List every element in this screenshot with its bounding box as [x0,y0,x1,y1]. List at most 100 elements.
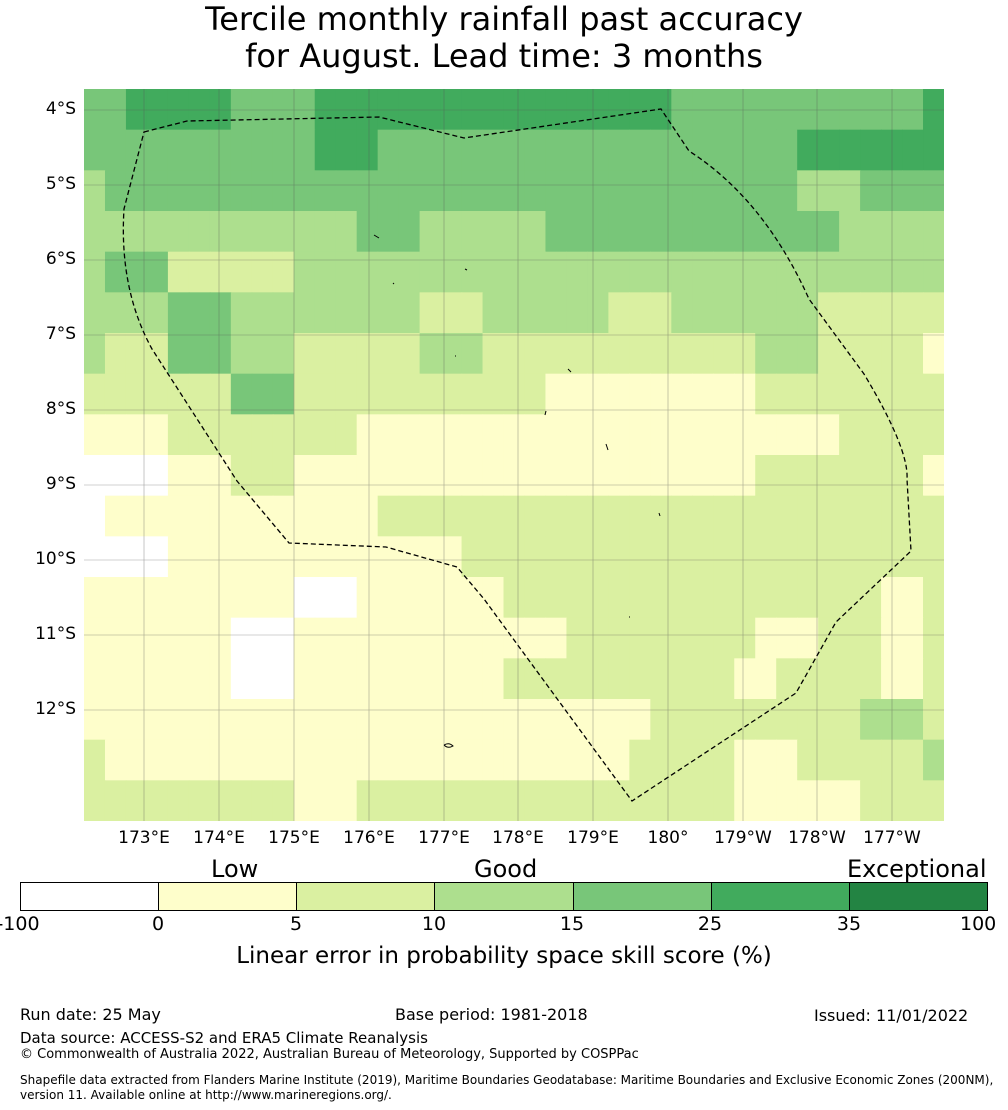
grid-cell [84,536,106,578]
grid-cell [125,780,148,822]
grid-cell [335,89,358,131]
grid-cell [608,617,630,659]
grid-cell [419,211,442,253]
grid-cell [293,780,316,822]
grid-cell [440,780,463,822]
grid-cell [461,495,484,537]
grid-cell [776,455,798,497]
grid-cell [713,251,735,293]
grid-cell [272,658,295,700]
grid-cell [839,739,861,781]
grid-cell [377,414,400,456]
grid-cell [272,780,295,822]
grid-cell [902,536,924,578]
grid-cell [587,577,609,619]
grid-cell [692,129,714,171]
grid-cell [146,739,169,781]
grid-cell [167,414,190,456]
grid-cell [356,129,379,171]
grid-cell [230,658,253,700]
grid-cell [398,617,421,659]
grid-cell [776,495,798,537]
grid-cell [293,455,316,497]
grid-cell [860,211,882,253]
grid-cell [503,617,526,659]
grid-cell [440,251,463,293]
grid-cell [566,699,589,741]
grid-cell [230,699,253,741]
grid-cell [272,211,295,253]
grid-cell [839,333,861,375]
grid-cell [629,780,651,822]
grid-cell [650,455,672,497]
grid-cell [587,739,609,781]
grid-cell [608,455,630,497]
grid-cell [713,211,735,253]
grid-cell [524,739,547,781]
colorbar-tick: 10 [421,913,447,935]
grid-cell [713,129,735,171]
grid-cell [923,455,945,497]
grid-cell [251,170,274,212]
grid-cell [587,170,609,212]
grid-cell [461,211,484,253]
grid-cell [776,414,798,456]
grid-cell [84,780,106,822]
grid-cell [776,170,798,212]
grid-cell [734,536,756,578]
grid-cell [797,211,819,253]
grid-cell [440,414,463,456]
grid-cell [104,455,127,497]
grid-cell [545,658,568,700]
grid-cell [797,577,819,619]
island [567,368,572,373]
grid-cell [356,170,379,212]
colorbar-segment [711,883,850,910]
grid-cell [776,211,798,253]
grid-cell [671,373,693,415]
grid-cell [524,780,547,822]
grid-cell [84,129,106,171]
grid-cell [272,170,295,212]
grid-cell [776,373,798,415]
grid-cell [608,211,630,253]
grid-cell [209,129,232,171]
grid-cell [797,617,819,659]
grid-cell [587,333,609,375]
grid-cell [566,617,589,659]
grid-cell [734,455,756,497]
grid-cell [545,333,568,375]
grid-cell [503,211,526,253]
grid-cell [167,251,190,293]
grid-cell [755,739,777,781]
grid-cell [209,617,232,659]
grid-cell [272,699,295,741]
grid-cell [629,89,651,131]
grid-cell [734,495,756,537]
longitude-label: 177°W [863,828,921,848]
longitude-label: 175°E [268,828,320,848]
grid-cell [797,129,819,171]
grid-cell [587,495,609,537]
grid-cell [566,251,589,293]
grid-cell [314,292,337,334]
grid-cell [734,292,756,334]
grid-cell [314,739,337,781]
grid-cell [419,89,442,131]
grid-cell [230,495,253,537]
grid-cell [125,333,148,375]
grid-cell [629,536,651,578]
grid-cell [104,333,127,375]
grid-cell [671,129,693,171]
grid-cell [398,333,421,375]
grid-cell [692,699,714,741]
grid-cell [923,414,945,456]
grid-cell [125,617,148,659]
grid-cell [251,211,274,253]
grid-cell [629,251,651,293]
grid-cell [461,739,484,781]
grid-cell [230,780,253,822]
grid-cell [377,739,400,781]
grid-cell [860,170,882,212]
grid-cell [482,577,505,619]
